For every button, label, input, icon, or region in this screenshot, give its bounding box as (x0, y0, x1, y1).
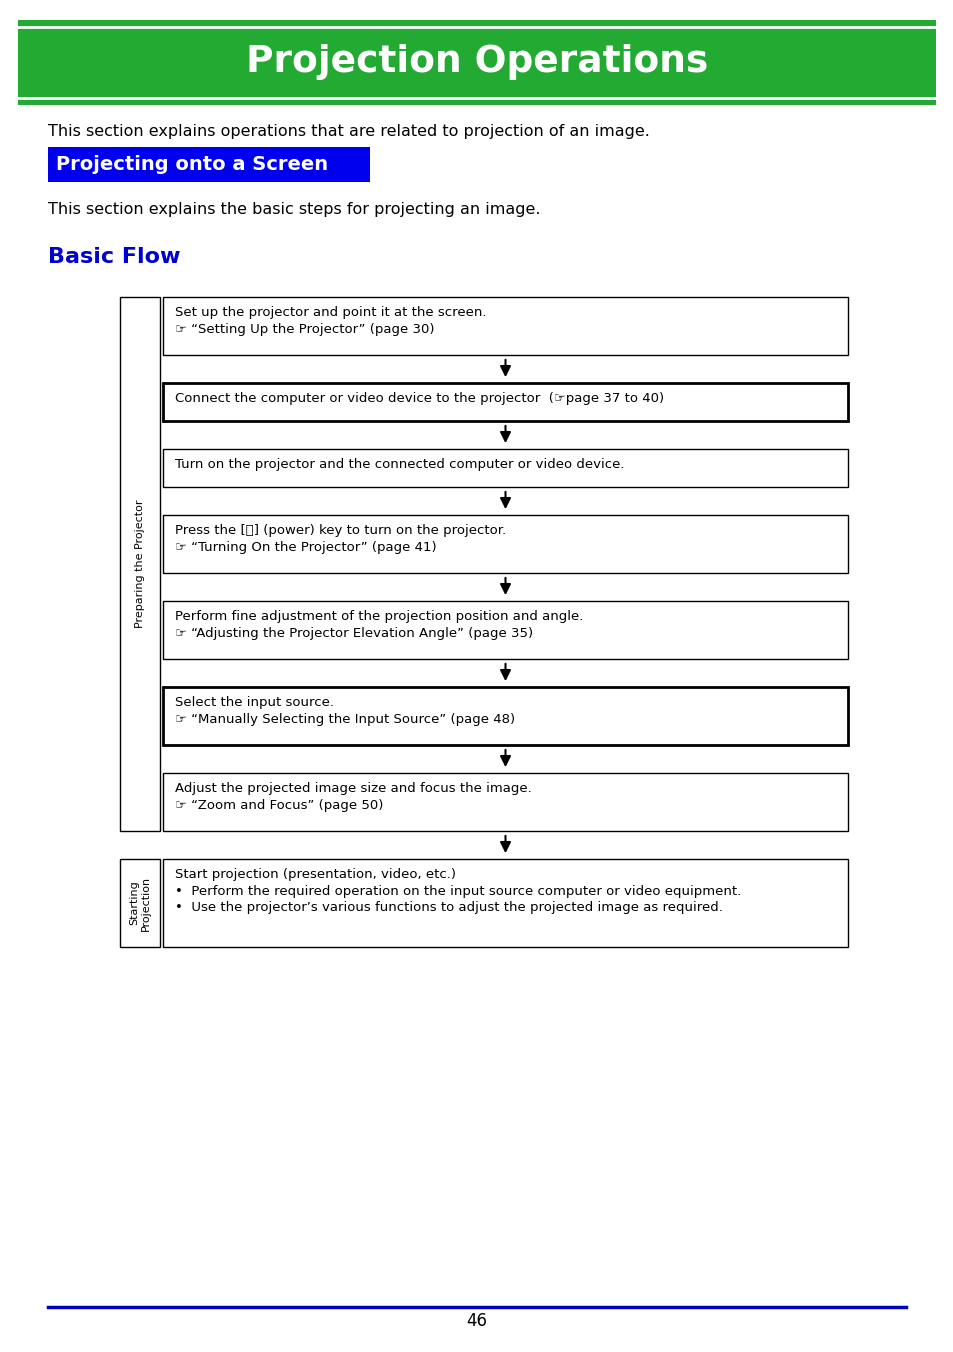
Text: ☞ “Turning On the Projector” (page 41): ☞ “Turning On the Projector” (page 41) (174, 541, 436, 554)
Text: Adjust the projected image size and focus the image.: Adjust the projected image size and focu… (174, 781, 531, 795)
Text: Basic Flow: Basic Flow (48, 247, 180, 266)
Text: ☞ “Manually Selecting the Input Source” (page 48): ☞ “Manually Selecting the Input Source” … (174, 713, 515, 726)
Bar (18, 20, 935, 105)
Bar (163, 515, 847, 573)
Bar (163, 687, 847, 745)
Text: •  Use the projector’s various functions to adjust the projected image as requir: • Use the projector’s various functions … (174, 900, 722, 914)
Text: Set up the projector and point it at the screen.: Set up the projector and point it at the… (174, 306, 486, 319)
Text: •  Perform the required operation on the input source computer or video equipmen: • Perform the required operation on the … (174, 886, 740, 898)
Text: ☞ “Zoom and Focus” (page 50): ☞ “Zoom and Focus” (page 50) (174, 799, 383, 813)
Bar (163, 859, 847, 946)
Bar (120, 859, 160, 946)
Bar (163, 773, 847, 831)
Text: Starting
Projection: Starting Projection (129, 876, 151, 930)
Text: ☞ “Adjusting the Projector Elevation Angle” (page 35): ☞ “Adjusting the Projector Elevation Ang… (174, 627, 533, 639)
Text: Connect the computer or video device to the projector  (☞page 37 to 40): Connect the computer or video device to … (174, 392, 663, 406)
Text: 46: 46 (466, 1311, 487, 1330)
Bar (163, 602, 847, 658)
Text: This section explains the basic steps for projecting an image.: This section explains the basic steps fo… (48, 201, 540, 218)
Bar (163, 449, 847, 487)
Text: Start projection (presentation, video, etc.): Start projection (presentation, video, e… (174, 868, 456, 882)
Text: Perform fine adjustment of the projection position and angle.: Perform fine adjustment of the projectio… (174, 610, 583, 623)
Text: This section explains operations that are related to projection of an image.: This section explains operations that ar… (48, 124, 649, 139)
Text: Projecting onto a Screen: Projecting onto a Screen (56, 155, 328, 174)
Bar (163, 297, 847, 356)
Bar (48, 147, 370, 183)
Text: Select the input source.: Select the input source. (174, 696, 334, 708)
Text: ☞ “Setting Up the Projector” (page 30): ☞ “Setting Up the Projector” (page 30) (174, 323, 434, 337)
Bar (120, 297, 160, 831)
Bar (163, 383, 847, 420)
Text: Projection Operations: Projection Operations (246, 45, 707, 81)
Text: Turn on the projector and the connected computer or video device.: Turn on the projector and the connected … (174, 458, 624, 470)
Text: Press the [⏻] (power) key to turn on the projector.: Press the [⏻] (power) key to turn on the… (174, 525, 506, 537)
Text: Preparing the Projector: Preparing the Projector (135, 500, 145, 629)
